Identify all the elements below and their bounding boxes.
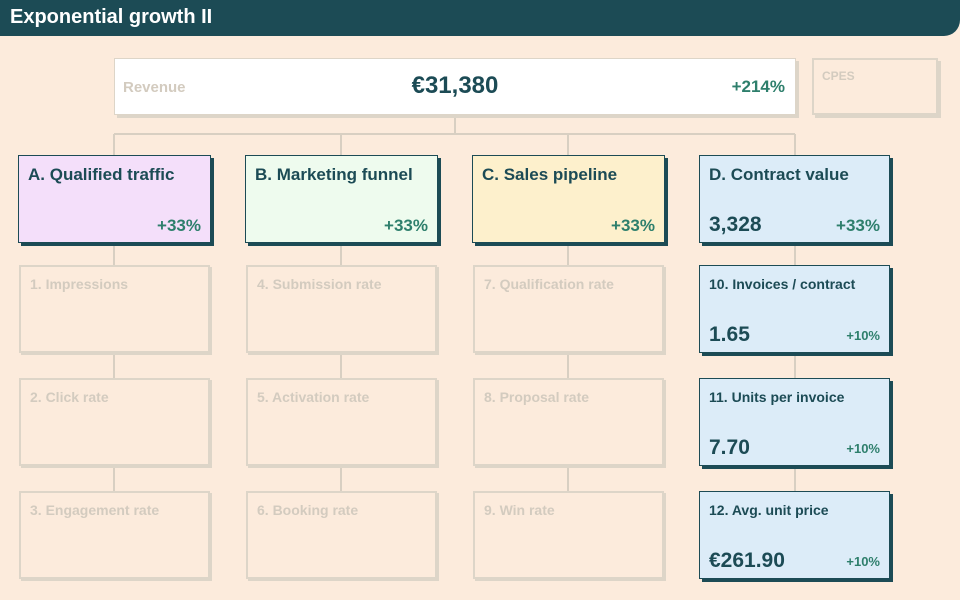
card-change: +33% bbox=[384, 216, 428, 235]
card-title: B. Marketing funnel bbox=[255, 165, 413, 184]
card-units-per-invoice[interactable]: 11. Units per invoice 7.70 +10% bbox=[699, 378, 890, 466]
card-avg-unit-price[interactable]: 12. Avg. unit price €261.90 +10% bbox=[699, 491, 890, 579]
card-label: 4. Submission rate bbox=[257, 276, 382, 292]
card-label: 6. Booking rate bbox=[257, 502, 359, 518]
card-submission-rate[interactable]: 4. Submission rate bbox=[246, 265, 437, 353]
card-title: A. Qualified traffic bbox=[28, 165, 175, 184]
card-title: D. Contract value bbox=[709, 165, 849, 184]
card-label: 10. Invoices / contract bbox=[709, 276, 856, 292]
page-title: Exponential growth II bbox=[10, 6, 213, 28]
card-change: +33% bbox=[157, 216, 201, 235]
card-booking-rate[interactable]: 6. Booking rate bbox=[246, 491, 437, 579]
card-change: +10% bbox=[846, 441, 880, 456]
card-activation-rate[interactable]: 5. Activation rate bbox=[246, 378, 437, 466]
card-label: 3. Engagement rate bbox=[30, 502, 160, 518]
card-label: 11. Units per invoice bbox=[709, 389, 845, 405]
card-value: €261.90 bbox=[709, 549, 785, 572]
card-label: 2. Click rate bbox=[30, 389, 109, 405]
card-value: 3,328 bbox=[709, 213, 762, 236]
card-change: +33% bbox=[836, 216, 880, 235]
card-impressions[interactable]: 1. Impressions bbox=[19, 265, 210, 353]
card-qualified-traffic[interactable]: A. Qualified traffic +33% bbox=[18, 155, 211, 243]
card-label: 5. Activation rate bbox=[257, 389, 370, 405]
card-contract-value[interactable]: D. Contract value 3,328 +33% bbox=[699, 155, 890, 243]
card-proposal-rate[interactable]: 8. Proposal rate bbox=[473, 378, 664, 466]
revenue-card[interactable]: Revenue €31,380 +214% bbox=[114, 58, 796, 115]
revenue-label: Revenue bbox=[123, 79, 186, 96]
cpes-card[interactable]: CPES bbox=[812, 58, 938, 115]
card-qualification-rate[interactable]: 7. Qualification rate bbox=[473, 265, 664, 353]
card-change: +10% bbox=[846, 554, 880, 569]
cpes-label: CPES bbox=[822, 69, 855, 83]
card-sales-pipeline[interactable]: C. Sales pipeline +33% bbox=[472, 155, 665, 243]
card-value: 1.65 bbox=[709, 323, 750, 346]
card-label: 1. Impressions bbox=[30, 276, 129, 292]
card-title: C. Sales pipeline bbox=[482, 165, 618, 184]
header-bar: Exponential growth II bbox=[0, 0, 960, 36]
card-label: 9. Win rate bbox=[484, 502, 555, 518]
card-label: 12. Avg. unit price bbox=[709, 502, 829, 518]
card-marketing-funnel[interactable]: B. Marketing funnel +33% bbox=[245, 155, 438, 243]
card-value: 7.70 bbox=[709, 436, 750, 459]
card-invoices-per-contract[interactable]: 10. Invoices / contract 1.65 +10% bbox=[699, 265, 890, 353]
card-label: 7. Qualification rate bbox=[484, 276, 614, 292]
card-click-rate[interactable]: 2. Click rate bbox=[19, 378, 210, 466]
card-engagement-rate[interactable]: 3. Engagement rate bbox=[19, 491, 210, 579]
card-win-rate[interactable]: 9. Win rate bbox=[473, 491, 664, 579]
card-change: +33% bbox=[611, 216, 655, 235]
revenue-change: +214% bbox=[731, 77, 785, 96]
card-change: +10% bbox=[846, 328, 880, 343]
card-label: 8. Proposal rate bbox=[484, 389, 590, 405]
revenue-value: €31,380 bbox=[411, 72, 499, 99]
